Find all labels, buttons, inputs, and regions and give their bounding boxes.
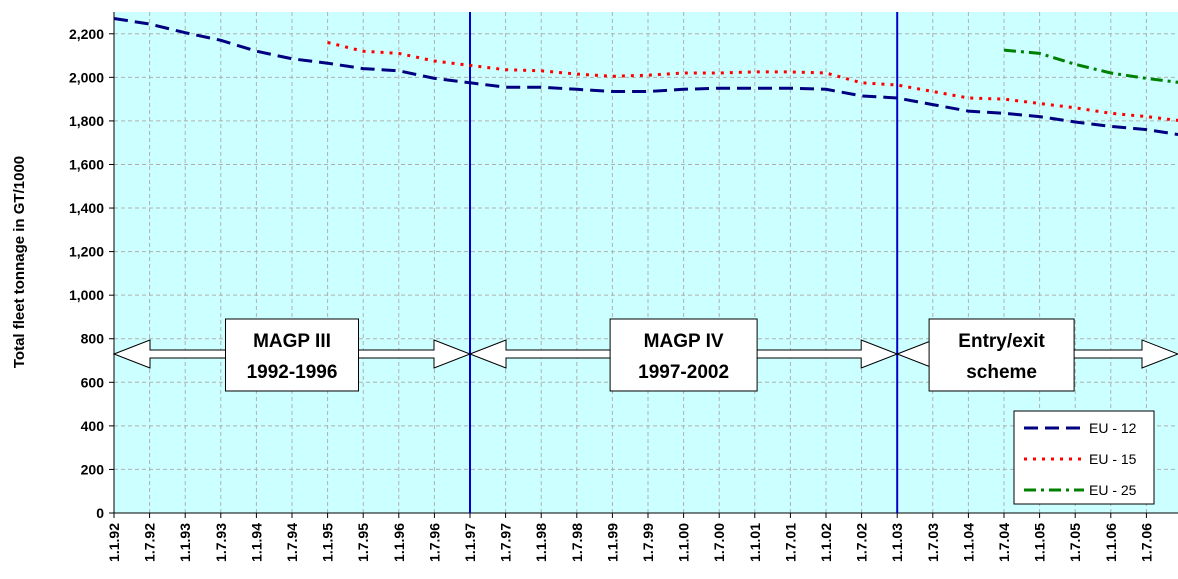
y-tick-label: 1,600 — [69, 156, 104, 172]
legend-label: EU - 15 — [1089, 451, 1137, 467]
y-tick-label: 0 — [96, 505, 104, 521]
period-label-box — [225, 318, 359, 392]
x-tick-label: 1.1.92 — [106, 523, 122, 562]
series-lines — [113, 17, 1178, 136]
legend: EU - 12 EU - 15 EU - 25 — [1013, 410, 1155, 505]
series-line-eu-25 — [1003, 48, 1178, 84]
period-label-line2: 1992-1996 — [247, 362, 338, 383]
series-line-eu-15 — [327, 41, 1178, 122]
period-label-box — [928, 318, 1075, 392]
period-label-line2: scheme — [966, 362, 1037, 383]
x-tick-label: 1.1.95 — [320, 523, 336, 562]
x-tick-label: 1.7.02 — [854, 523, 870, 562]
y-tick-label: 1,000 — [69, 287, 104, 303]
y-tick-label: 600 — [81, 374, 105, 390]
y-tick-label: 400 — [81, 418, 105, 434]
x-tick-label: 1.1.98 — [533, 523, 549, 562]
x-tick-label: 1.7.92 — [142, 523, 158, 562]
legend-label: EU - 12 — [1089, 420, 1137, 436]
x-tick-label: 1.1.96 — [391, 523, 407, 562]
x-tick-label: 1.7.97 — [498, 523, 514, 562]
legend-label: EU - 25 — [1089, 482, 1137, 498]
y-tick-label: 800 — [81, 331, 105, 347]
x-tick-label: 1.7.95 — [355, 523, 371, 562]
x-tick-label: 1.7.93 — [213, 523, 229, 562]
x-tick-label: 1.7.05 — [1067, 523, 1083, 562]
plot-area — [114, 12, 1178, 513]
period-label-line2: 1997-2002 — [638, 362, 729, 383]
x-tick-label: 1.1.06 — [1103, 523, 1119, 562]
x-tick-label: 1.7.01 — [782, 523, 798, 562]
x-tick-label: 1.1.00 — [676, 523, 692, 562]
x-tick-label: 1.1.05 — [1032, 523, 1048, 562]
x-tick-label: 1.1.94 — [248, 523, 264, 562]
x-tick-label: 1.7.94 — [284, 523, 300, 562]
y-tick-label: 200 — [81, 461, 105, 477]
x-tick-label: 1.1.93 — [177, 523, 193, 562]
period-label-line1: MAGP IV — [644, 331, 724, 352]
x-tick-label: 1.7.99 — [640, 523, 656, 562]
x-tick-label: 1.1.97 — [462, 523, 478, 562]
x-tick-label: 1.1.01 — [747, 523, 763, 562]
y-tick-label: 2,200 — [69, 26, 104, 42]
x-tick-label: 1.7.03 — [925, 523, 941, 562]
y-axis-ticks: 0 200 400 600 800 1,000 1,200 1,400 1,600 1,800 2,… — [69, 26, 114, 521]
period-label-line1: MAGP III — [253, 331, 331, 352]
y-tick-label: 1,200 — [69, 244, 104, 260]
y-tick-label: 1,400 — [69, 200, 104, 216]
x-tick-label: 1.1.04 — [960, 523, 976, 562]
y-tick-label: 1,800 — [69, 113, 104, 129]
period-label-line1: Entry/exit — [958, 331, 1045, 352]
x-axis-ticks: 1.1.92 1.7.92 1.1.93 1.7.93 1.1.94 1.7.94 1.1.… — [106, 513, 1154, 562]
x-tick-label: 1.1.03 — [889, 523, 905, 562]
x-tick-label: 1.7.04 — [996, 523, 1012, 562]
x-tick-label: 1.1.99 — [604, 523, 620, 562]
y-axis-title: Total fleet tonnage in GT/1000 — [11, 156, 28, 368]
x-tick-label: 1.7.98 — [569, 523, 585, 562]
x-tick-label: 1.7.00 — [711, 523, 727, 562]
x-tick-label: 1.7.06 — [1138, 523, 1154, 562]
y-tick-label: 2,000 — [69, 69, 104, 85]
x-tick-label: 1.1.02 — [818, 523, 834, 562]
period-label-box — [609, 318, 758, 392]
x-tick-label: 1.7.96 — [426, 523, 442, 562]
period-annotations: MAGP III 1992-1996 MAGP IV 1997-2002 Entry/e… — [112, 12, 1178, 513]
